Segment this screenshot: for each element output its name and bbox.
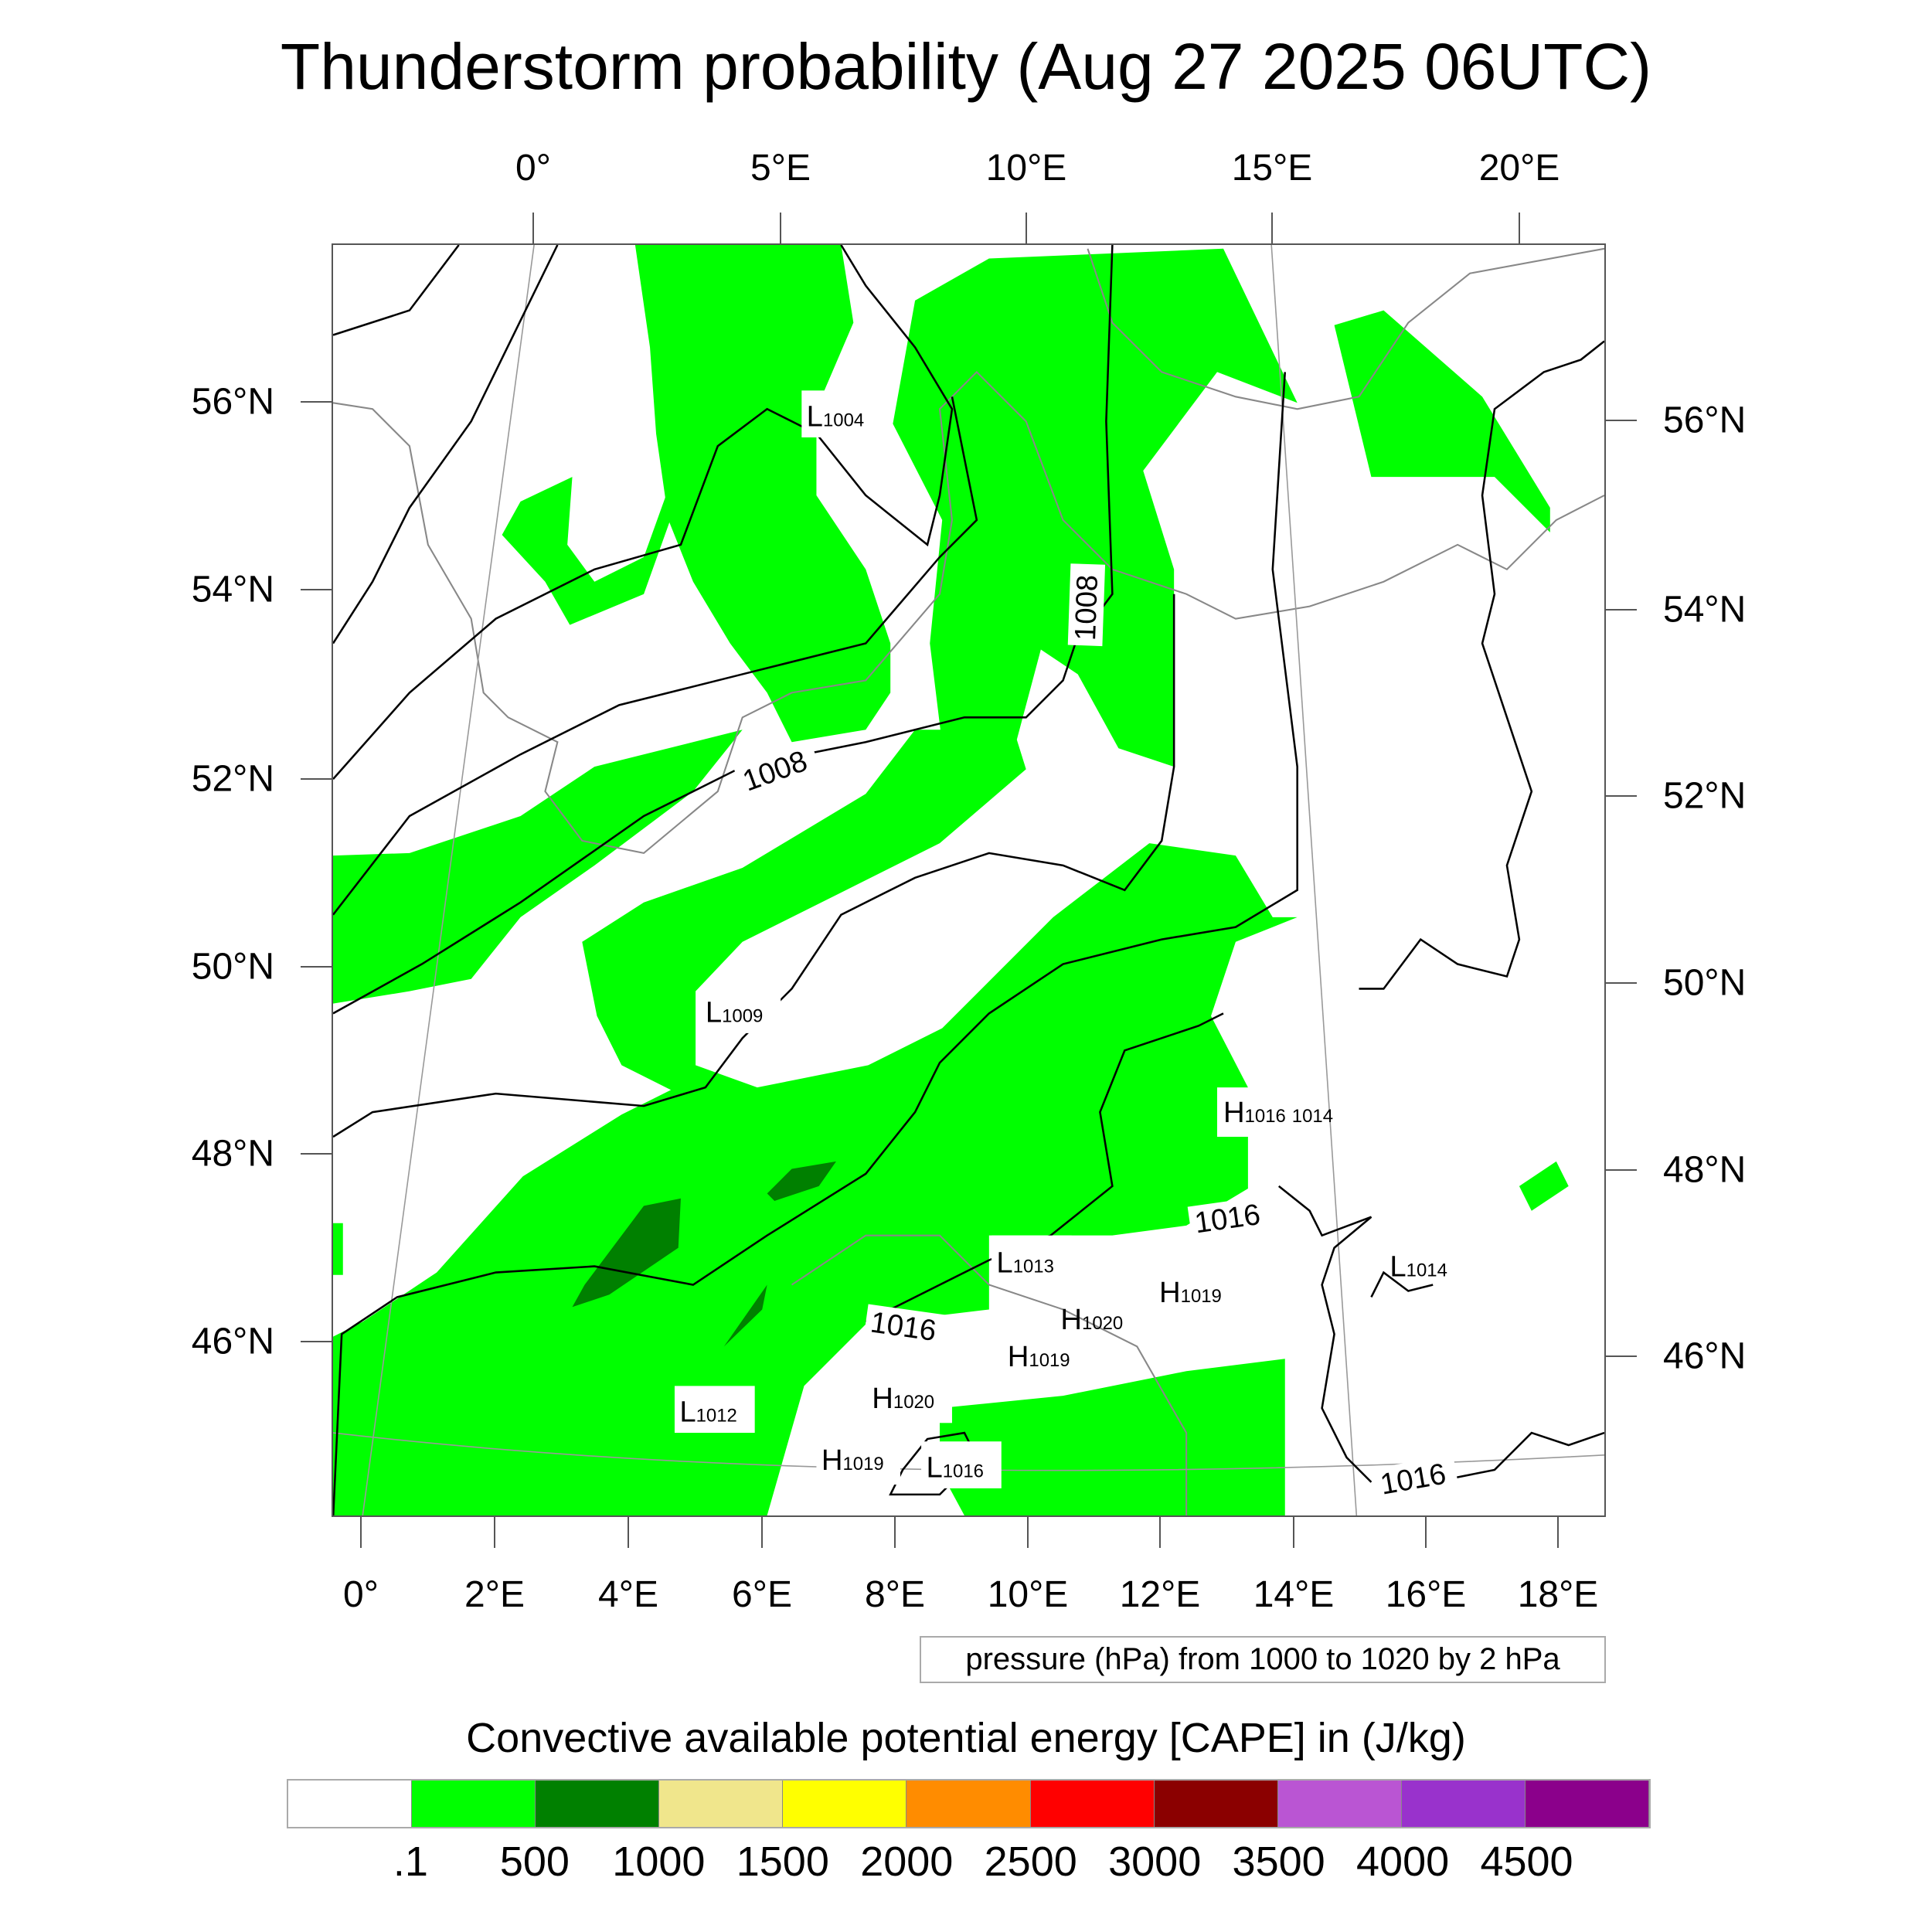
left-lat-label: 52°N <box>191 758 274 800</box>
high-label: H1019 <box>816 1435 900 1485</box>
high-label: H1016 1014 <box>1217 1087 1333 1137</box>
left-lat-label: 46°N <box>191 1321 274 1362</box>
colorbar-label: 2500 <box>984 1838 1077 1885</box>
pressure-center-labels: L1004 L1009 L1012 H1016 1014 L1013 H1019 … <box>674 390 1447 1488</box>
colorbar-swatch <box>783 1781 907 1827</box>
contour-label: 1008 <box>738 744 811 798</box>
colorbar-label: 4500 <box>1480 1838 1573 1885</box>
high-label: H1019 <box>1159 1276 1222 1309</box>
bottom-lon-label: 0° <box>343 1574 379 1615</box>
colorbar-label: 500 <box>499 1838 570 1885</box>
bottom-lon-label: 16°E <box>1385 1574 1467 1615</box>
left-lat-label: 50°N <box>191 946 274 988</box>
top-lon-label: 0° <box>515 148 551 189</box>
top-lon-label: 10°E <box>985 148 1067 189</box>
colorbar-swatch <box>906 1781 1031 1827</box>
bottom-lon-label: 8°E <box>865 1574 925 1615</box>
top-lon-label: 15°E <box>1231 148 1313 189</box>
chart-title: Thunderstorm probability (Aug 27 2025 06… <box>280 30 1652 103</box>
graticule <box>333 245 1604 1515</box>
bottom-lon-label: 4°E <box>598 1574 658 1615</box>
svg-text:H1019: H1019 <box>1008 1340 1070 1373</box>
svg-text:H1019: H1019 <box>821 1444 884 1477</box>
right-lat-label: 52°N <box>1663 775 1747 817</box>
bottom-lon-label: 6°E <box>732 1574 792 1615</box>
svg-text:L1016: L1016 <box>926 1451 984 1485</box>
svg-text:H1020: H1020 <box>1060 1303 1123 1336</box>
colorbar-label: 2000 <box>860 1838 954 1885</box>
low-label: L1013 <box>992 1235 1072 1283</box>
right-lat-label: 48°N <box>1663 1149 1747 1191</box>
low-label: L1014 <box>1389 1250 1447 1283</box>
top-lon-label: 5°E <box>750 148 811 189</box>
right-lat-label: 54°N <box>1663 589 1747 631</box>
left-lat-label: 48°N <box>191 1133 274 1175</box>
colorbar-swatch <box>1030 1781 1155 1827</box>
colorbar-swatch <box>659 1781 784 1827</box>
high-label: H1020 <box>1060 1303 1123 1336</box>
left-lat-label: 54°N <box>191 569 274 611</box>
colorbar-swatch <box>1277 1781 1402 1827</box>
contour-label: 1008 <box>1069 574 1104 641</box>
colorbar <box>287 1779 1651 1828</box>
bottom-lon-label: 18°E <box>1517 1574 1599 1615</box>
left-lat-label: 56°N <box>191 381 274 423</box>
low-label: L1016 <box>921 1441 1002 1488</box>
low-label: L1009 <box>700 986 781 1033</box>
svg-text:H1019: H1019 <box>1159 1276 1222 1309</box>
svg-text:L1009: L1009 <box>706 996 764 1029</box>
colorbar-title: Convective available potential energy [C… <box>466 1715 1466 1761</box>
svg-text:H1020: H1020 <box>872 1382 934 1415</box>
low-label: L1012 <box>674 1386 755 1434</box>
colorbar-label: 4000 <box>1356 1838 1450 1885</box>
bottom-lon-label: 14°E <box>1253 1574 1335 1615</box>
bottom-lon-label: 2°E <box>464 1574 525 1615</box>
right-lat-label: 46°N <box>1663 1335 1747 1377</box>
colorbar-swatch <box>412 1781 536 1827</box>
right-lat-label: 56°N <box>1663 400 1747 441</box>
svg-text:L1004: L1004 <box>807 400 865 434</box>
svg-text:L1013: L1013 <box>996 1247 1054 1280</box>
coastlines <box>333 247 1604 1515</box>
bottom-lon-label: 12°E <box>1119 1574 1201 1615</box>
contour-value-labels: 1008 1008 1016 1016 1016 <box>733 563 1459 1503</box>
pressure-contours <box>333 245 1604 1515</box>
contour-label: 1016 <box>1378 1458 1448 1502</box>
colorbar-swatch <box>1401 1781 1526 1827</box>
contour-legend: pressure (hPa) from 1000 to 1020 by 2 hP… <box>920 1636 1606 1683</box>
cape-map: L1004 L1009 L1012 H1016 1014 L1013 H1019 … <box>332 243 1606 1517</box>
colorbar-swatch <box>1525 1781 1650 1827</box>
colorbar-label: 3500 <box>1232 1838 1325 1885</box>
svg-text:L1014: L1014 <box>1389 1250 1447 1283</box>
right-lat-label: 50°N <box>1663 962 1747 1004</box>
colorbar-label: .1 <box>393 1838 428 1885</box>
top-lon-label: 20°E <box>1478 148 1560 189</box>
high-label: H1020 <box>866 1373 952 1423</box>
colorbar-label: 3000 <box>1108 1838 1202 1885</box>
cape-fill-500 <box>333 245 1569 1515</box>
svg-text:L1012: L1012 <box>679 1396 737 1429</box>
colorbar-label: 1500 <box>736 1838 829 1885</box>
low-label: L1004 <box>801 390 883 437</box>
colorbar-label: 1000 <box>612 1838 706 1885</box>
bottom-lon-label: 10°E <box>987 1574 1069 1615</box>
high-label: H1019 <box>1008 1340 1070 1373</box>
cape-fill-1000 <box>572 1161 836 1347</box>
colorbar-swatch <box>1154 1781 1278 1827</box>
colorbar-swatch <box>288 1781 413 1827</box>
colorbar-swatch <box>536 1781 660 1827</box>
